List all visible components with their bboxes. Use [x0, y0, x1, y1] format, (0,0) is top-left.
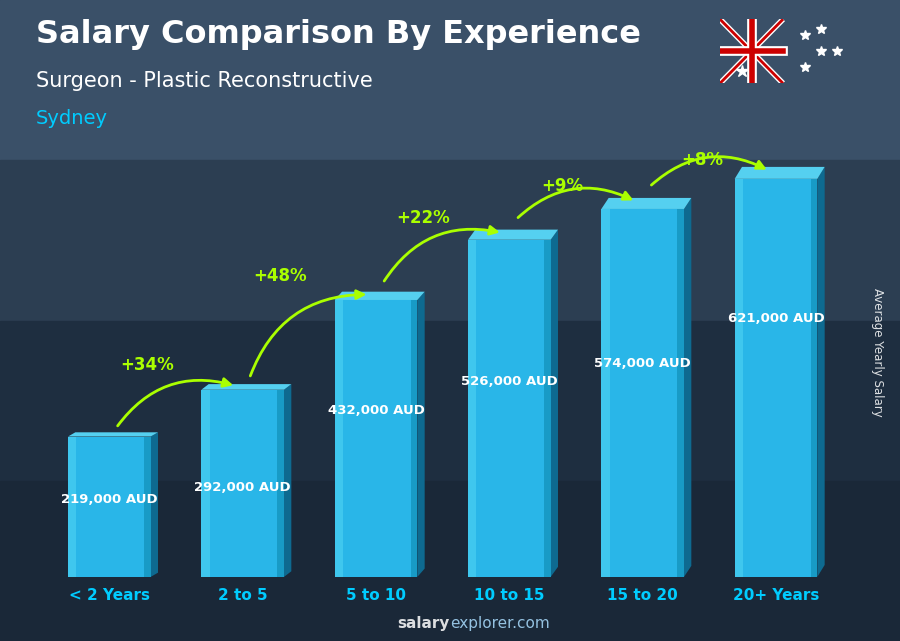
- Text: Salary Comparison By Experience: Salary Comparison By Experience: [36, 19, 641, 50]
- Text: +48%: +48%: [253, 267, 307, 285]
- Text: 621,000 AUD: 621,000 AUD: [727, 312, 824, 324]
- Polygon shape: [150, 432, 158, 577]
- Bar: [202, 390, 210, 577]
- Bar: [335, 300, 418, 577]
- Bar: [811, 179, 817, 577]
- Polygon shape: [68, 432, 158, 437]
- Polygon shape: [284, 384, 292, 577]
- Polygon shape: [601, 198, 691, 209]
- Polygon shape: [734, 167, 824, 179]
- Polygon shape: [684, 198, 691, 577]
- Bar: [544, 240, 551, 577]
- Text: Surgeon - Plastic Reconstructive: Surgeon - Plastic Reconstructive: [36, 71, 373, 90]
- Bar: [678, 209, 684, 577]
- FancyArrowPatch shape: [118, 379, 230, 426]
- Polygon shape: [335, 292, 425, 300]
- Text: +8%: +8%: [681, 151, 724, 169]
- Text: Average Yearly Salary: Average Yearly Salary: [871, 288, 884, 417]
- Text: Sydney: Sydney: [36, 109, 108, 128]
- Bar: [734, 179, 742, 577]
- Polygon shape: [817, 167, 824, 577]
- Bar: [601, 209, 684, 577]
- Text: +34%: +34%: [120, 356, 174, 374]
- Text: 219,000 AUD: 219,000 AUD: [61, 493, 158, 506]
- Bar: [335, 300, 343, 577]
- FancyArrowPatch shape: [518, 188, 631, 217]
- Bar: [734, 179, 817, 577]
- Bar: [468, 240, 476, 577]
- Polygon shape: [551, 229, 558, 577]
- Polygon shape: [202, 384, 292, 390]
- Polygon shape: [468, 229, 558, 240]
- Text: explorer.com: explorer.com: [450, 617, 550, 631]
- Bar: [601, 209, 609, 577]
- Bar: [144, 437, 150, 577]
- Text: 292,000 AUD: 292,000 AUD: [194, 481, 291, 494]
- FancyArrowPatch shape: [652, 156, 764, 185]
- Bar: [410, 300, 418, 577]
- Text: +9%: +9%: [542, 177, 584, 195]
- Text: 574,000 AUD: 574,000 AUD: [594, 357, 691, 370]
- Polygon shape: [418, 292, 425, 577]
- Bar: [277, 390, 284, 577]
- Text: 526,000 AUD: 526,000 AUD: [461, 375, 558, 388]
- Text: salary: salary: [398, 617, 450, 631]
- Bar: [68, 437, 76, 577]
- Text: +22%: +22%: [396, 209, 449, 227]
- FancyArrowPatch shape: [384, 226, 497, 281]
- Bar: [468, 240, 551, 577]
- Text: 432,000 AUD: 432,000 AUD: [328, 404, 425, 417]
- FancyArrowPatch shape: [250, 291, 364, 376]
- Bar: [202, 390, 284, 577]
- Bar: [68, 437, 150, 577]
